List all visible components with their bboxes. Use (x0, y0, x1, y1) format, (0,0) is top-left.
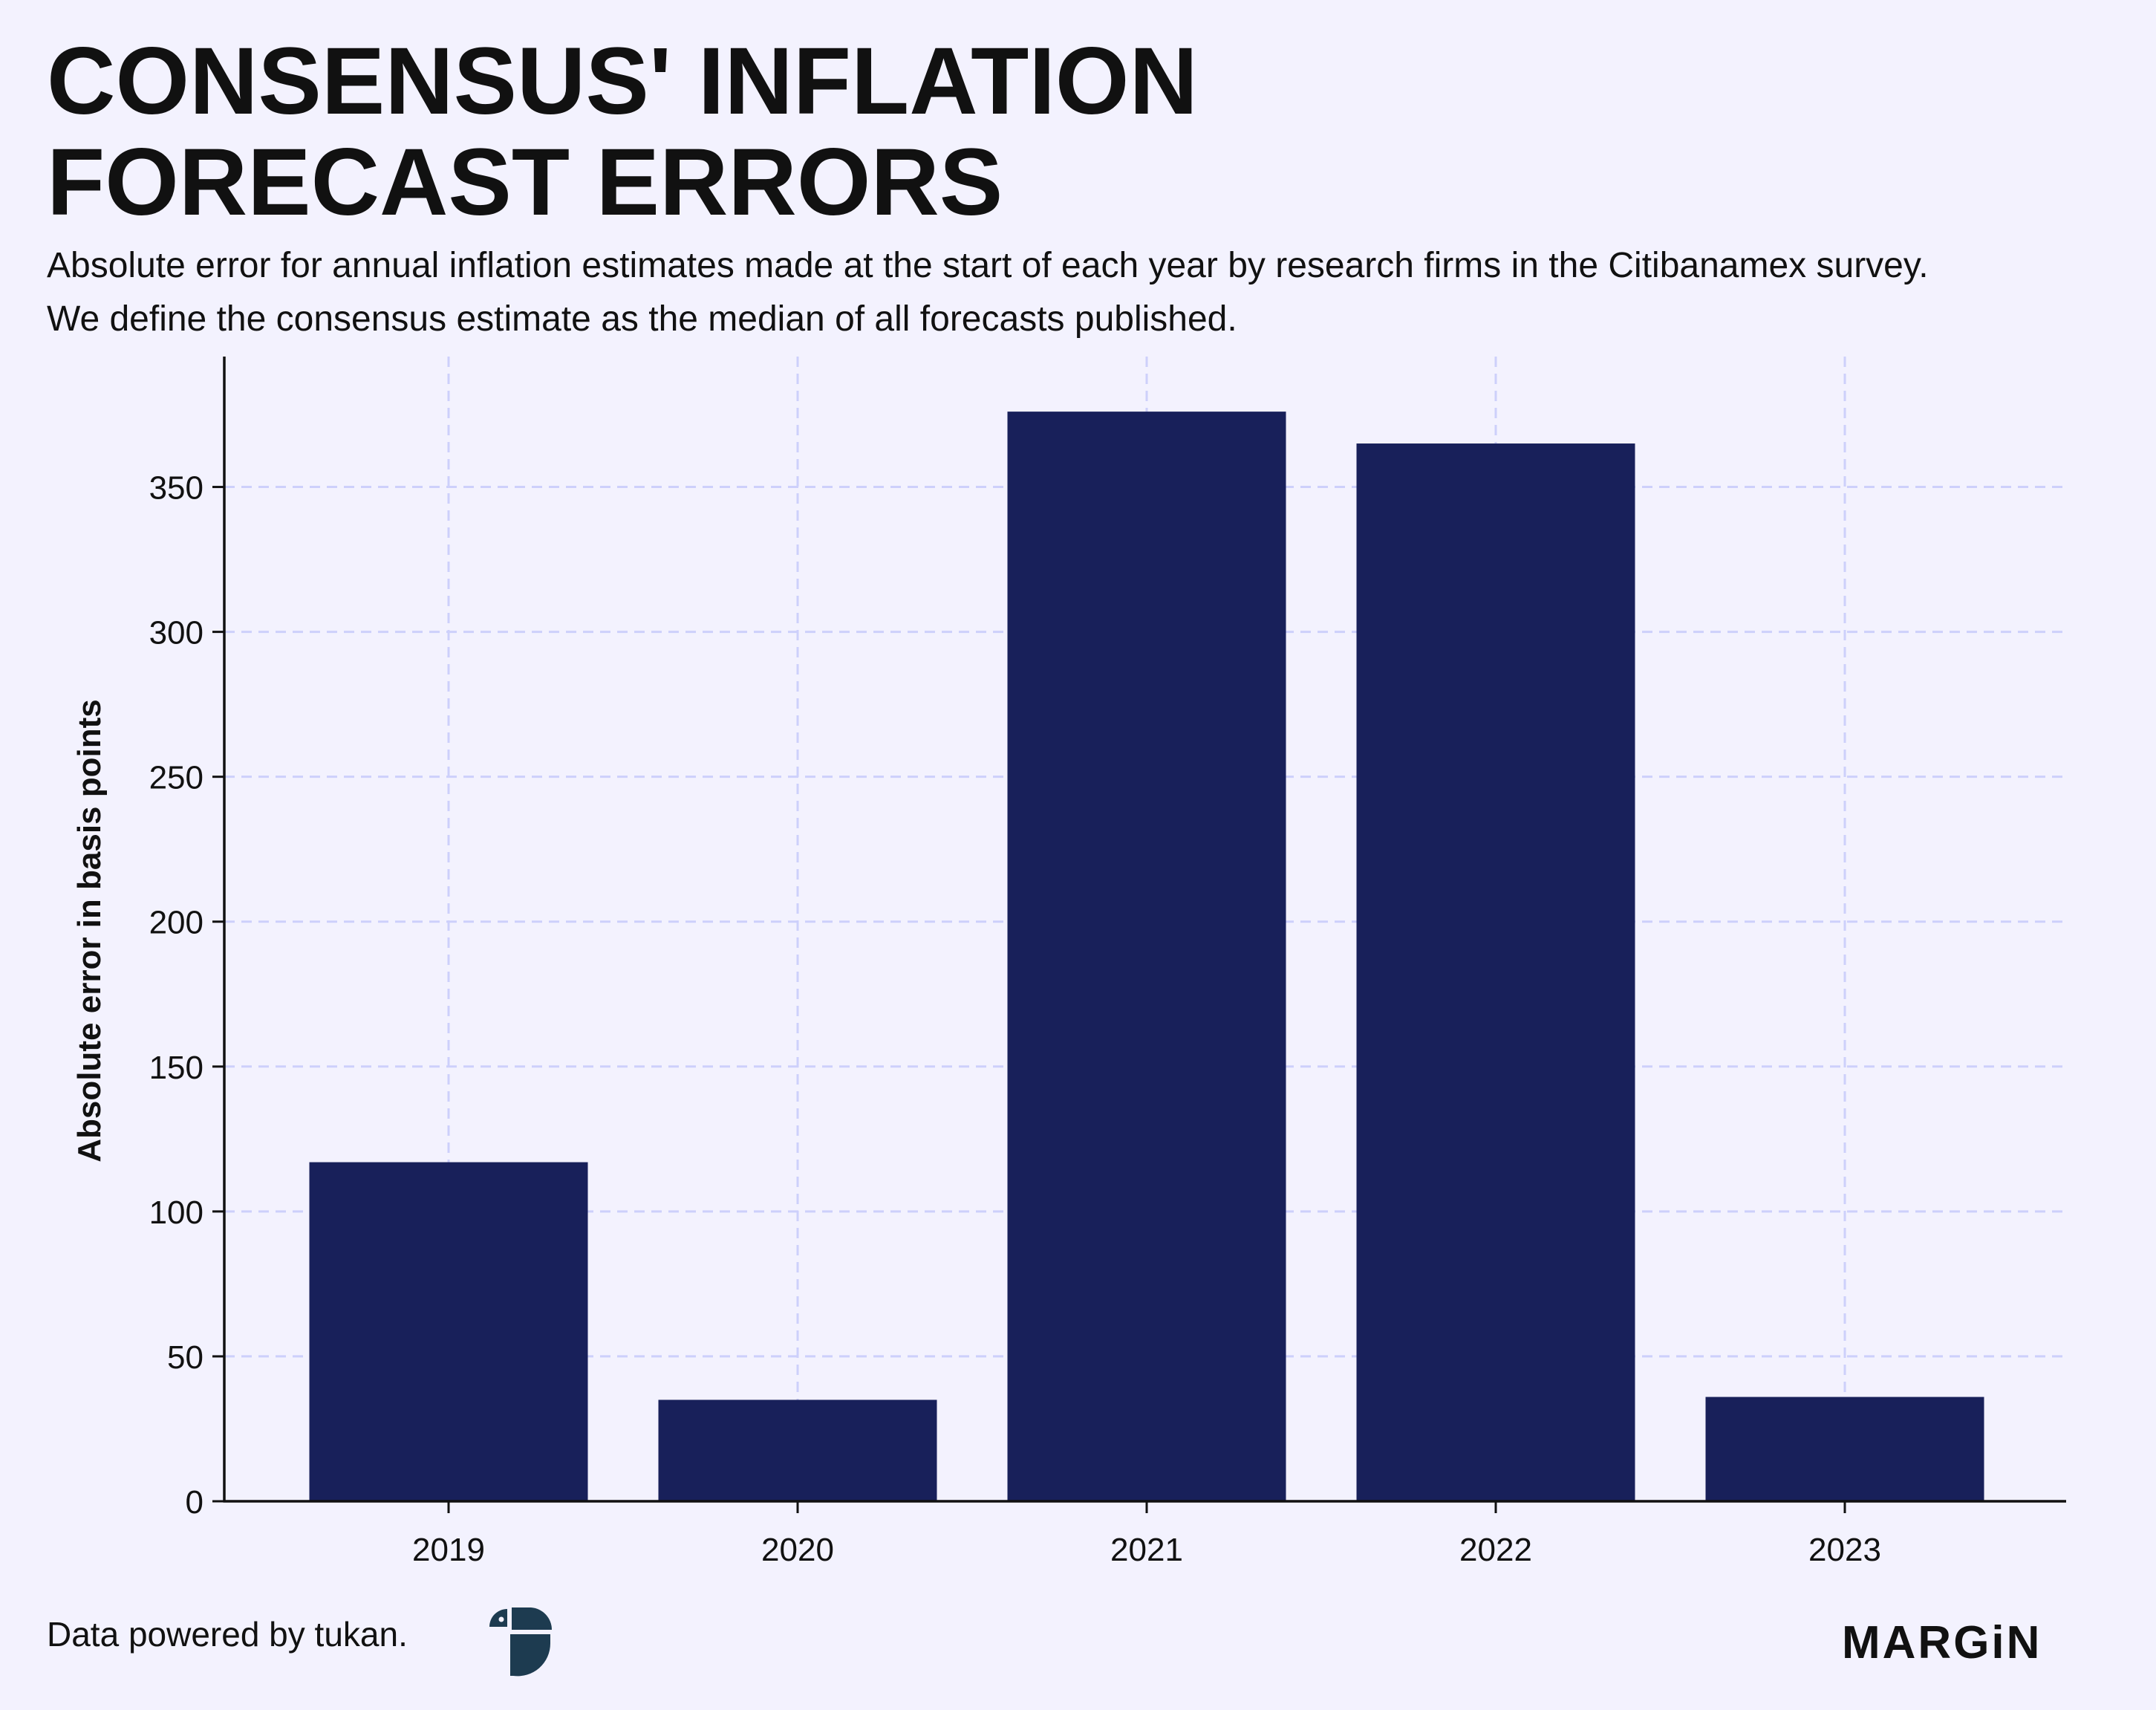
y-tick-label: 250 (149, 760, 203, 796)
chart-subtitle: Absolute error for annual inflation esti… (47, 239, 2126, 346)
subtitle-line-1: Absolute error for annual inflation esti… (47, 246, 1929, 285)
margin-logo: MARGiN (1842, 1617, 2042, 1668)
y-tick-label: 200 (149, 905, 203, 941)
tukan-logo-icon (489, 1607, 553, 1677)
labels-layer: 0 50 100 150 200 250 300 350 2019 2020 2021 2022 202… (71, 470, 1881, 1568)
title-line-2: FORECAST ERRORS (47, 129, 1003, 235)
x-tick-label: 2021 (1110, 1532, 1183, 1568)
bars-layer (309, 412, 1984, 1501)
x-tick-label: 2019 (412, 1532, 485, 1568)
y-tick-label: 150 (149, 1050, 203, 1086)
y-tick-label: 300 (149, 615, 203, 651)
x-tick-label: 2023 (1808, 1532, 1881, 1568)
y-tick-label: 0 (186, 1484, 203, 1521)
x-tick-label: 2020 (761, 1532, 834, 1568)
bar-2019 (309, 1162, 588, 1501)
y-tick-label: 100 (149, 1194, 203, 1231)
y-tick-label: 350 (149, 470, 203, 507)
y-axis-title: Absolute error in basis points (71, 699, 108, 1162)
bar-2021 (1007, 412, 1286, 1501)
bar-2022 (1356, 443, 1635, 1501)
subtitle-line-2: We define the consensus estimate as the … (47, 299, 1237, 339)
bar-2023 (1705, 1397, 1984, 1501)
title-line-1: CONSENSUS' INFLATION (47, 28, 1198, 134)
chart-title: CONSENSUS' INFLATION FORECAST ERRORS (47, 31, 1309, 233)
y-tick-label: 50 (167, 1339, 203, 1376)
bar-2020 (658, 1399, 937, 1501)
axes-layer (212, 357, 2066, 1513)
data-credit: Data powered by tukan. (47, 1615, 408, 1654)
x-tick-label: 2022 (1459, 1532, 1532, 1568)
